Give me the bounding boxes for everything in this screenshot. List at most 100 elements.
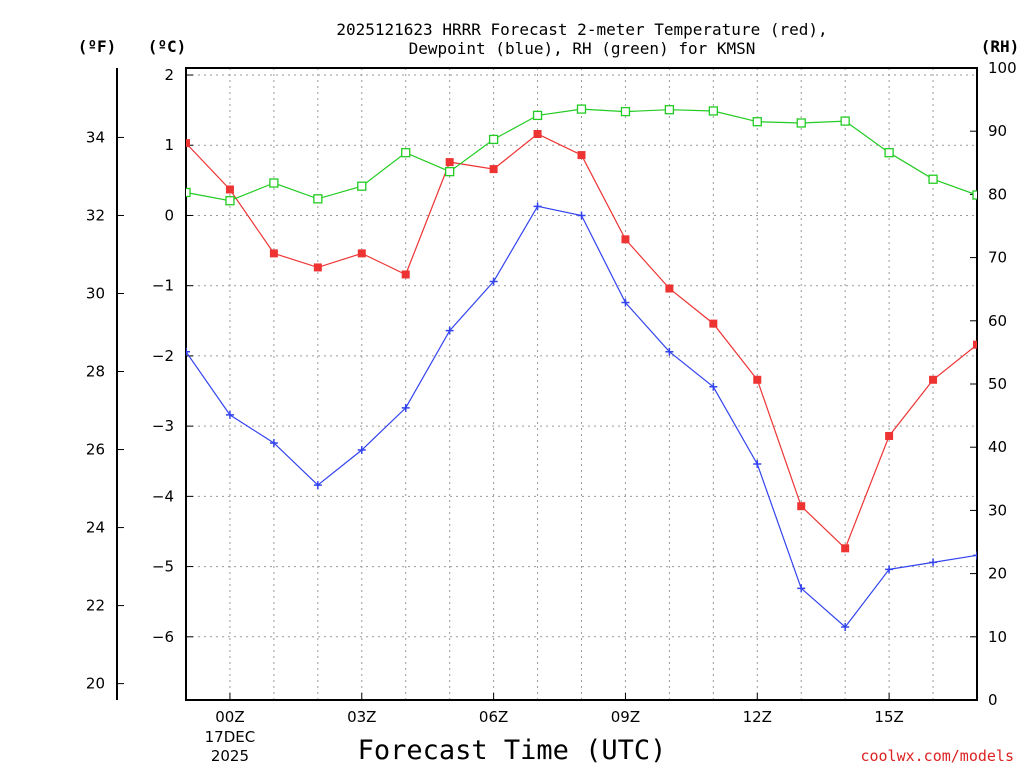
fahrenheit-tick-label: 28 — [86, 363, 105, 381]
temperature-point — [357, 249, 366, 258]
celsius-tick-label: −3 — [152, 417, 174, 435]
x-tick-label: 12Z — [743, 708, 772, 726]
temperature-point — [753, 375, 762, 384]
temperature-point — [225, 185, 234, 194]
celsius-tick-label: −1 — [152, 277, 174, 295]
series-layer — [186, 104, 977, 631]
x-tick-label: 06Z — [479, 708, 508, 726]
axes: 210−1−2−3−4−5−63432302826242220100908070… — [86, 59, 1017, 765]
rh-point — [186, 187, 191, 198]
dewpoint-point — [665, 347, 674, 356]
rh-point — [313, 194, 323, 204]
rh-point — [840, 116, 850, 126]
fahrenheit-tick-label: 26 — [86, 441, 105, 459]
rh-unit-label: (RH) — [981, 37, 1020, 56]
chart-title-line1: 2025121623 HRRR Forecast 2-meter Tempera… — [336, 20, 827, 39]
grid — [186, 68, 977, 700]
temperature-point — [533, 130, 542, 139]
rh-point — [620, 106, 631, 117]
rh-tick-label: 0 — [988, 691, 998, 709]
rh-point — [708, 106, 718, 116]
x-tick-year: 2025 — [211, 747, 249, 765]
celsius-tick-label: 0 — [164, 206, 174, 224]
x-tick-label: 03Z — [347, 708, 376, 726]
rh-point — [401, 148, 411, 158]
fahrenheit-tick-label: 34 — [86, 128, 105, 146]
rh-tick-label: 80 — [988, 185, 1007, 203]
temperature-point — [577, 151, 586, 160]
x-tick-label: 09Z — [611, 708, 640, 726]
temperature-point — [929, 375, 938, 384]
rh-tick-label: 90 — [988, 122, 1007, 140]
temperature-point — [665, 284, 674, 293]
celsius-tick-label: −2 — [152, 347, 174, 365]
celsius-tick-label: −5 — [152, 558, 174, 576]
series-temperature — [186, 130, 977, 553]
fahrenheit-tick-label: 24 — [86, 519, 105, 537]
series-rh — [186, 104, 977, 206]
dewpoint-point — [313, 481, 322, 490]
temperature-point — [313, 263, 322, 272]
dewpoint-point — [533, 202, 542, 211]
dewpoint-point — [753, 460, 762, 469]
dewpoint-point — [186, 347, 190, 356]
x-tick-label: 15Z — [874, 708, 903, 726]
dewpoint-point — [269, 438, 278, 447]
rh-point — [357, 181, 367, 191]
fahrenheit-tick-label: 30 — [86, 284, 105, 302]
chart-title-line2: Dewpoint (blue), RH (green) for KMSN — [409, 39, 756, 58]
celsius-unit-label: (ºC) — [148, 37, 187, 56]
temperature-point — [269, 249, 278, 258]
celsius-tick-label: 2 — [164, 66, 174, 84]
plot-frame — [185, 67, 978, 701]
rh-tick-label: 20 — [988, 565, 1007, 583]
rh-point — [225, 196, 235, 206]
temperature-point — [797, 502, 806, 511]
celsius-tick-label: 1 — [164, 136, 174, 154]
fahrenheit-tick-label: 20 — [86, 675, 105, 693]
rh-point — [664, 105, 675, 115]
rh-point — [488, 134, 499, 145]
dewpoint-point — [797, 584, 806, 593]
rh-tick-label: 100 — [988, 59, 1017, 77]
series-dewpoint — [186, 202, 977, 631]
rh-tick-label: 60 — [988, 312, 1007, 330]
temperature-point — [621, 235, 630, 244]
rh-tick-label: 10 — [988, 628, 1007, 646]
x-axis-label: Forecast Time (UTC) — [358, 735, 667, 766]
dewpoint-point — [357, 446, 366, 455]
rh-tick-label: 30 — [988, 501, 1007, 519]
rh-point — [928, 174, 938, 184]
rh-tick-label: 70 — [988, 249, 1007, 267]
temperature-point — [841, 544, 850, 553]
dewpoint-point — [885, 565, 894, 574]
x-tick-label: 00Z — [215, 708, 244, 726]
fahrenheit-tick-label: 22 — [86, 597, 105, 615]
celsius-tick-label: −4 — [152, 487, 174, 505]
rh-tick-label: 40 — [988, 438, 1007, 456]
rh-point — [752, 117, 762, 127]
temperature-point — [445, 158, 454, 167]
rh-point — [972, 190, 977, 200]
rh-point — [269, 178, 279, 188]
dewpoint-point — [401, 403, 410, 412]
temperature-line — [186, 133, 977, 550]
fahrenheit-tick-label: 32 — [86, 206, 105, 224]
rh-point — [445, 166, 455, 177]
temperature-point — [885, 431, 894, 440]
dewpoint-point — [841, 622, 850, 631]
rh-point — [576, 104, 587, 114]
x-tick-date: 17DEC — [205, 728, 256, 746]
dewpoint-point — [929, 558, 938, 567]
rh-point — [532, 110, 543, 121]
dewpoint-point — [577, 211, 586, 220]
dewpoint-point — [489, 277, 498, 286]
rh-point — [884, 148, 894, 158]
dewpoint-point — [225, 410, 234, 419]
temperature-point — [401, 270, 410, 279]
temperature-point — [186, 139, 190, 148]
rh-tick-label: 50 — [988, 375, 1007, 393]
dewpoint-point — [621, 298, 630, 307]
dewpoint-point — [445, 326, 454, 335]
